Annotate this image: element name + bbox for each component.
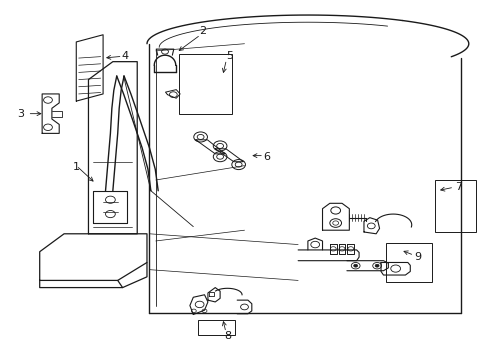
Circle shape: [353, 264, 357, 267]
Text: 9: 9: [413, 252, 420, 262]
Text: 1: 1: [73, 162, 80, 172]
Bar: [178, 54, 232, 114]
Text: 8: 8: [224, 331, 230, 341]
Text: 3: 3: [17, 109, 23, 119]
Bar: [198, 320, 234, 335]
Bar: [385, 243, 431, 282]
Text: 2: 2: [199, 26, 206, 36]
Bar: [434, 180, 475, 232]
Text: 6: 6: [263, 152, 269, 162]
Text: 5: 5: [226, 51, 233, 61]
Text: 4: 4: [121, 51, 128, 61]
Text: 7: 7: [454, 182, 462, 192]
Circle shape: [374, 264, 378, 267]
